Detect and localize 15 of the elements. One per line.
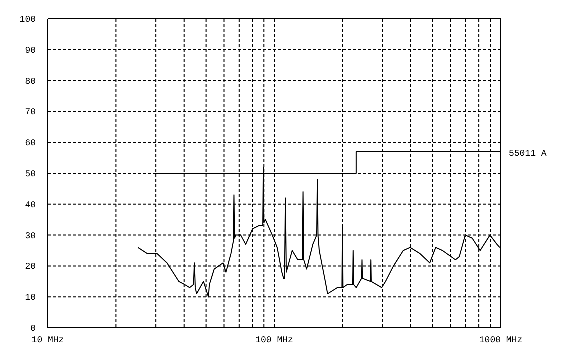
y-tick-label: 10 <box>25 293 36 304</box>
x-tick-label: 1000 MHz <box>479 335 523 346</box>
x-tick-label: 100 MHz <box>256 335 294 346</box>
y-tick-label: 40 <box>25 200 36 210</box>
y-tick-label: 0 <box>30 324 36 334</box>
series-label: 55011 A <box>509 148 548 159</box>
y-tick-label: 80 <box>25 76 36 87</box>
y-tick-label: 60 <box>25 138 36 149</box>
y-tick-label: 70 <box>25 108 36 118</box>
y-tick-label: 30 <box>25 231 36 242</box>
x-tick-label: 10 MHz <box>32 335 64 346</box>
y-tick-label: 90 <box>25 46 36 56</box>
y-tick-label: 50 <box>25 170 36 180</box>
y-tick-label: 100 <box>20 15 36 25</box>
y-tick-label: 20 <box>25 262 36 272</box>
